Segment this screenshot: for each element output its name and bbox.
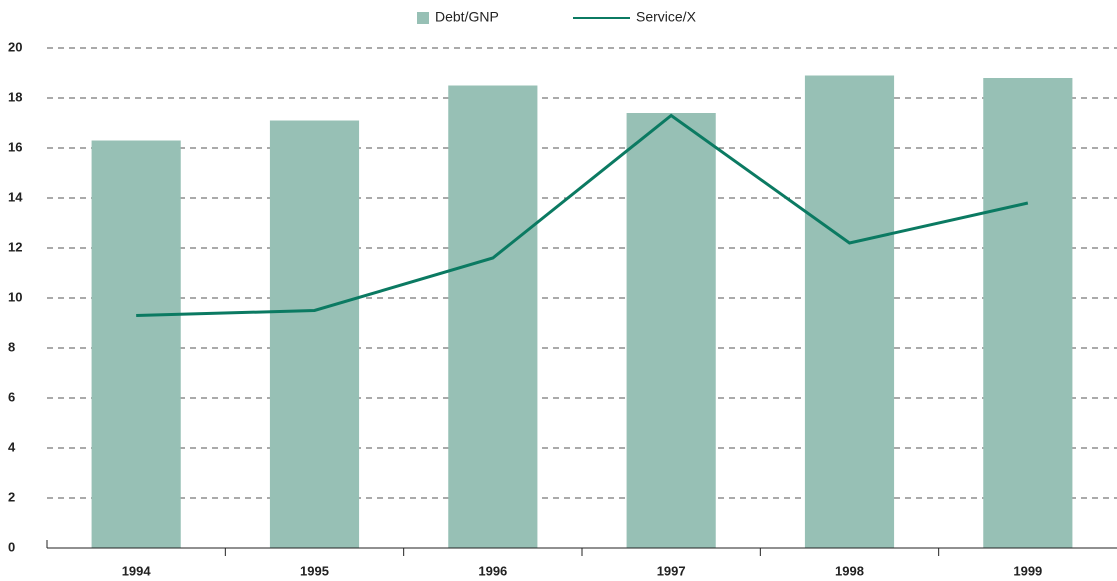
bar [804,75,895,548]
x-tick-label: 1994 [122,563,152,578]
y-tick-label: 18 [8,89,22,104]
x-tick-label: 1998 [835,563,864,578]
y-tick-label: 20 [8,39,22,54]
bar [269,120,360,548]
legend-label: Service/X [636,9,697,25]
y-tick-label: 12 [8,239,22,254]
legend-swatch [417,12,429,24]
y-tick-label: 0 [8,539,15,554]
y-tick-label: 6 [8,389,15,404]
y-tick-label: 14 [8,189,23,204]
bar [983,78,1073,548]
y-tick-label: 10 [8,289,22,304]
x-tick-label: 1995 [300,563,329,578]
y-tick-label: 2 [8,489,15,504]
bar [448,85,538,548]
y-tick-label: 16 [8,139,22,154]
y-tick-label: 4 [8,439,16,454]
y-tick-label: 8 [8,339,15,354]
x-tick-label: 1996 [478,563,507,578]
legend-label: Debt/GNP [435,9,499,25]
line-series [136,113,1029,317]
x-tick-label: 1997 [657,563,686,578]
bar [626,113,716,548]
x-tick-label: 1999 [1013,563,1042,578]
bar [91,140,181,548]
